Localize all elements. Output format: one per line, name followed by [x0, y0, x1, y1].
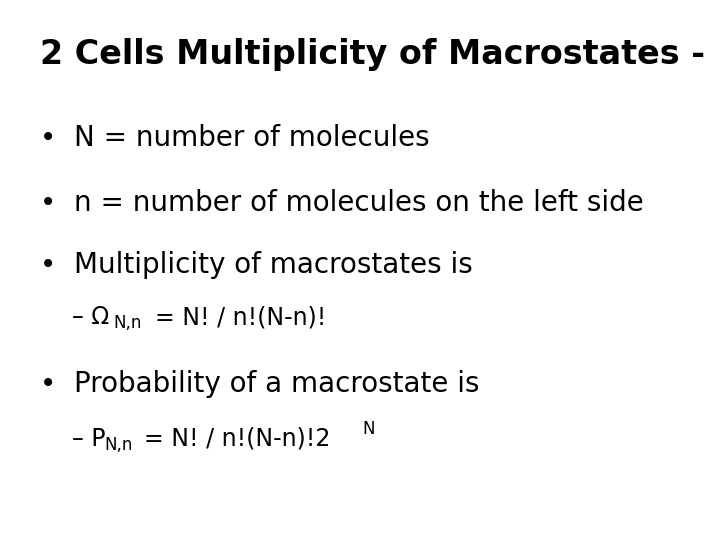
Text: = N! / n!(N-n)!: = N! / n!(N-n)!: [155, 305, 326, 329]
Text: 2 Cells Multiplicity of Macrostates - 1: 2 Cells Multiplicity of Macrostates - 1: [40, 38, 720, 71]
Text: = N! / n!(N-n)!2: = N! / n!(N-n)!2: [144, 427, 330, 450]
Text: N,n: N,n: [104, 436, 132, 454]
Text: – P: – P: [72, 427, 106, 450]
Text: N: N: [362, 420, 374, 438]
Text: •  Probability of a macrostate is: • Probability of a macrostate is: [40, 370, 479, 398]
Text: – Ω: – Ω: [72, 305, 109, 329]
Text: •  N = number of molecules: • N = number of molecules: [40, 124, 429, 152]
Text: •  n = number of molecules on the left side: • n = number of molecules on the left si…: [40, 189, 644, 217]
Text: N,n: N,n: [114, 314, 142, 332]
Text: •  Multiplicity of macrostates is: • Multiplicity of macrostates is: [40, 251, 472, 279]
